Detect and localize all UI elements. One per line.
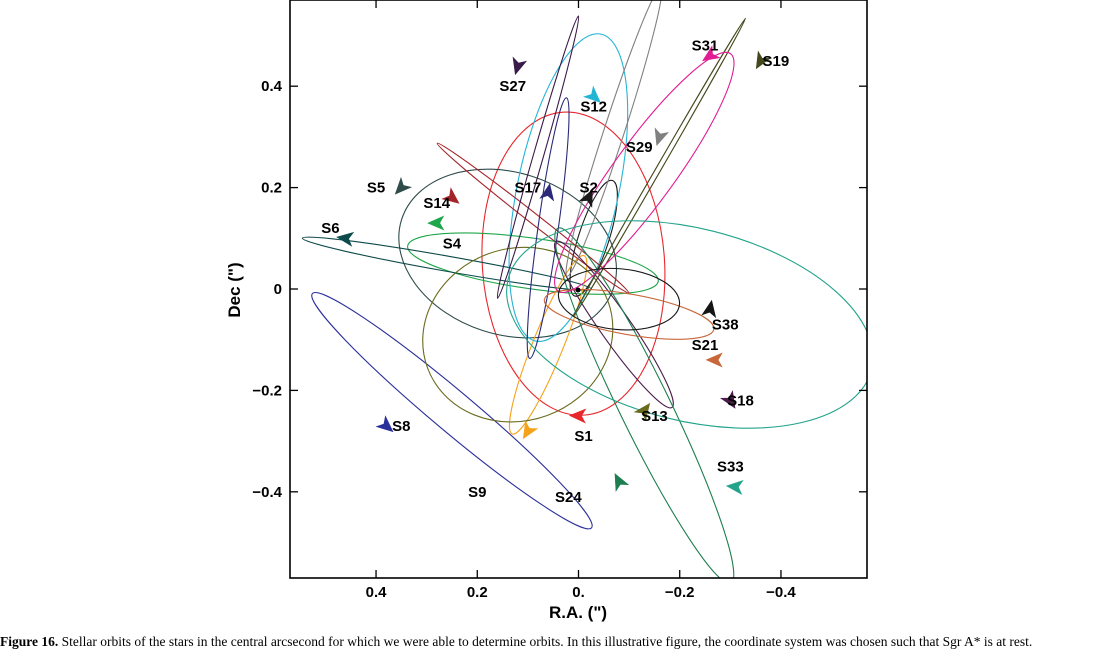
label-s33: S33: [717, 458, 744, 475]
orbit-s8: [311, 291, 593, 530]
x-axis-label: R.A. ("): [549, 603, 607, 622]
label-s29: S29: [626, 139, 653, 156]
y-axis-label: Dec ("): [225, 262, 244, 317]
label-s14: S14: [423, 195, 450, 212]
arrow-s1: [568, 408, 587, 424]
arrow-s4: [427, 215, 445, 231]
arrow-s29: [654, 127, 669, 147]
orbit-s17: [526, 97, 570, 360]
orbits-group: [301, 0, 867, 578]
arrow-s19: [755, 50, 772, 70]
orbit-s18: [554, 240, 674, 409]
label-s2: S2: [579, 180, 597, 197]
orbit-s13: [422, 246, 614, 423]
label-s5: S5: [367, 180, 385, 197]
label-s21: S21: [692, 337, 719, 354]
arrow-s2: [578, 189, 593, 208]
arrow-s13: [633, 403, 651, 422]
x-tick-label: −0.4: [766, 584, 796, 601]
arrow-s14: [441, 187, 460, 204]
caption-label: Figure 16.: [0, 634, 59, 649]
label-s19: S19: [763, 53, 790, 70]
arrow-s27: [512, 56, 528, 76]
sgr-a-star-marker: [575, 287, 581, 293]
label-s18: S18: [727, 393, 754, 410]
orbit-s29: [565, 0, 663, 277]
label-s17: S17: [515, 180, 542, 197]
y-tick-label: −0.4: [252, 484, 282, 501]
label-s24: S24: [555, 489, 582, 506]
y-tick-label: 0.4: [261, 78, 283, 95]
label-s8: S8: [392, 418, 410, 435]
orbit-s9: [508, 254, 588, 435]
label-s27: S27: [499, 78, 526, 95]
orbit-s19: [572, 17, 747, 317]
y-tick-label: 0: [274, 281, 282, 298]
orbit-s5: [398, 168, 618, 339]
label-s31: S31: [692, 38, 719, 55]
arrow-s33: [725, 479, 744, 495]
axis-ticks-group: 0.4 0.2 0. −0.2 −0.4 0.4 0.2 0 −0.2 −0.4: [252, 0, 867, 601]
arrow-s6: [336, 231, 355, 247]
x-tick-label: 0.2: [467, 584, 488, 601]
orbit-s2: [569, 179, 618, 297]
orbit-s38: [557, 267, 681, 331]
orbit-s33: [506, 220, 867, 429]
arrow-s31: [702, 45, 721, 62]
orbit-s24: [554, 227, 735, 578]
arrow-s18: [719, 390, 736, 409]
arrow-s17: [539, 183, 555, 202]
orbit-s1: [481, 111, 666, 416]
orbit-s31: [554, 51, 735, 294]
arrow-s5: [394, 176, 413, 195]
x-tick-label: 0.4: [366, 584, 388, 601]
orbit-s27: [496, 15, 580, 299]
label-s12: S12: [580, 98, 607, 115]
orbit-s12: [508, 33, 629, 342]
label-s6: S6: [321, 220, 339, 237]
y-tick-label: −0.2: [252, 382, 282, 399]
arrow-s9: [522, 420, 539, 440]
arrow-s24: [614, 473, 630, 492]
star-labels-group: S1 S2 S4 S5 S6 S8 S9 S12 S13 S14 S17 S18 S19 S21 S24 S2…: [321, 38, 789, 506]
figure-caption: Figure 16. Stellar orbits of the stars i…: [0, 634, 1096, 650]
arrow-s21: [705, 352, 723, 368]
label-s1: S1: [574, 428, 592, 445]
arrow-s38: [701, 299, 717, 319]
label-s38: S38: [712, 316, 739, 333]
label-s13: S13: [641, 408, 668, 425]
arrow-s12: [582, 85, 601, 103]
x-tick-label: 0.: [572, 584, 585, 601]
orbit-s14: [436, 142, 630, 294]
y-tick-label: 0.2: [261, 180, 282, 197]
label-s9: S9: [468, 484, 486, 501]
label-s4: S4: [443, 235, 462, 252]
orbit-s21: [543, 288, 715, 340]
x-tick-label: −0.2: [665, 584, 695, 601]
arrow-markers-group: [336, 45, 772, 495]
arrow-s8: [375, 415, 394, 433]
caption-text: Stellar orbits of the stars in the centr…: [61, 634, 1033, 649]
